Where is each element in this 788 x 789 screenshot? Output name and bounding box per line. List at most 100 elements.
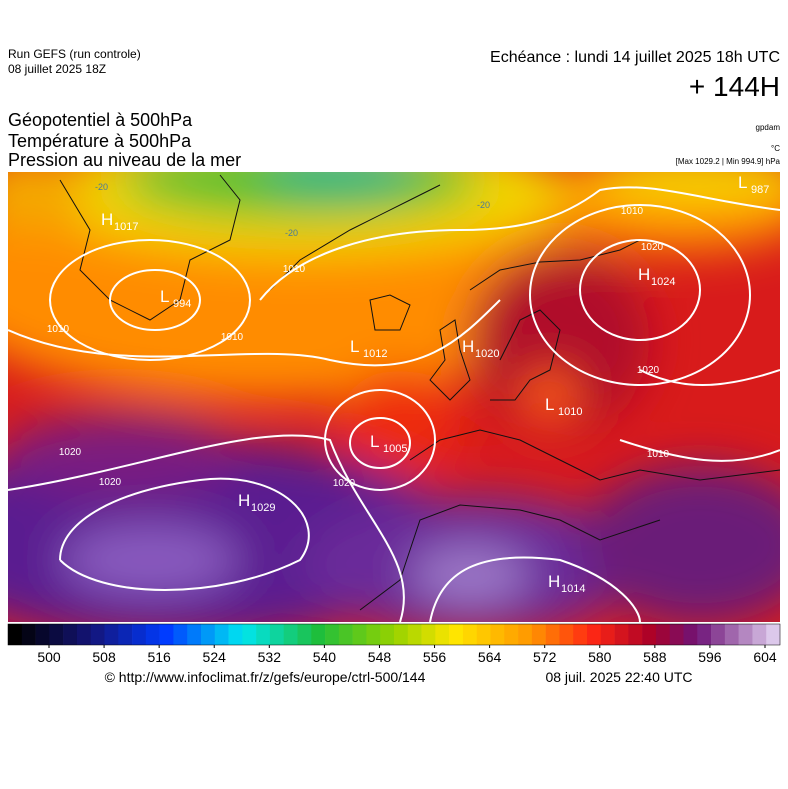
pressure-letter: H bbox=[238, 491, 250, 510]
isotherm-label: -20 bbox=[95, 182, 108, 192]
colorbar-swatch bbox=[724, 624, 739, 645]
colorbar-swatch bbox=[435, 624, 450, 645]
isobar-label: 1020 bbox=[99, 477, 122, 488]
colorbar-swatch bbox=[642, 624, 657, 645]
colorbar-swatch bbox=[559, 624, 574, 645]
colorbar-swatch bbox=[352, 624, 367, 645]
colorbar-swatch bbox=[421, 624, 436, 645]
colorbar-swatch bbox=[711, 624, 726, 645]
colorbar-swatch bbox=[63, 624, 78, 645]
colorbar-swatch bbox=[8, 624, 23, 645]
colorbar-swatch bbox=[228, 624, 243, 645]
colorbar-swatch bbox=[462, 624, 478, 645]
colorbar-swatch bbox=[407, 624, 422, 645]
colorbar-swatch bbox=[256, 624, 271, 645]
isobar-label: 1010 bbox=[647, 449, 670, 460]
colorbar-swatch bbox=[269, 624, 285, 645]
colorbar-swatch bbox=[628, 624, 643, 645]
pressure-value: 994 bbox=[173, 298, 191, 310]
colorbar-swatch bbox=[187, 624, 202, 645]
pressure-value: 987 bbox=[751, 184, 769, 196]
colorbar-label: 500 bbox=[37, 649, 61, 665]
isobar-label: 1020 bbox=[637, 365, 660, 376]
pressure-letter: H bbox=[101, 210, 113, 229]
isobar-label: 1020 bbox=[333, 478, 356, 489]
colorbar-swatch bbox=[297, 624, 312, 645]
colorbar-label: 572 bbox=[533, 649, 557, 665]
colorbar-swatch bbox=[104, 624, 119, 645]
colorbar-swatch bbox=[490, 624, 505, 645]
colorbar-label: 556 bbox=[423, 649, 447, 665]
colorbar-swatch bbox=[614, 624, 629, 645]
colorbar-label: 540 bbox=[313, 649, 337, 665]
colorbar-swatch bbox=[366, 624, 381, 645]
colorbar-swatch bbox=[90, 624, 105, 645]
pressure-value: 1020 bbox=[475, 348, 499, 360]
pressure-value: 1012 bbox=[363, 348, 387, 360]
colorbar-label: 596 bbox=[698, 649, 722, 665]
pressure-letter: L bbox=[160, 287, 169, 306]
colorbar-swatch bbox=[531, 624, 546, 645]
colorbar-swatch bbox=[283, 624, 298, 645]
pressure-value: 1029 bbox=[251, 502, 275, 514]
colorbar-swatch bbox=[504, 624, 519, 645]
colorbar-swatch bbox=[697, 624, 712, 645]
colorbar-label: 508 bbox=[92, 649, 116, 665]
pressure-value: 1017 bbox=[114, 221, 138, 233]
colorbar-label: 588 bbox=[643, 649, 667, 665]
colorbar-swatch bbox=[35, 624, 50, 645]
colorbar-swatch bbox=[600, 624, 615, 645]
colorbar-swatch bbox=[118, 624, 133, 645]
colorbar-label: 548 bbox=[368, 649, 392, 665]
colorbar-label: 516 bbox=[147, 649, 171, 665]
colorbar-label: 532 bbox=[258, 649, 282, 665]
colorbar-swatch bbox=[21, 624, 36, 645]
colorbar-label: 524 bbox=[203, 649, 227, 665]
colorbar-swatch bbox=[545, 624, 560, 645]
pressure-range: [Max 1029.2 | Min 994.9] hPa bbox=[676, 157, 781, 166]
isotherm-label: -20 bbox=[477, 200, 490, 210]
colorbar-swatch bbox=[338, 624, 353, 645]
pressure-letter: L bbox=[738, 173, 747, 192]
unit: gpdam bbox=[756, 123, 781, 132]
pressure-letter: L bbox=[350, 337, 359, 356]
colorbar-label: 564 bbox=[478, 649, 502, 665]
source-url: © http://www.infoclimat.fr/z/gefs/europe… bbox=[105, 669, 426, 685]
lead-time: + 144H bbox=[689, 71, 780, 102]
title: Température à 500hPa bbox=[8, 131, 192, 151]
colorbar-swatch bbox=[325, 624, 340, 645]
isobar-label: 1010 bbox=[283, 264, 306, 275]
colorbar-swatch bbox=[311, 624, 326, 645]
colorbar-swatch bbox=[669, 624, 684, 645]
colorbar-swatch bbox=[173, 624, 188, 645]
echeance: Echéance : lundi 14 juillet 2025 18h UTC bbox=[490, 49, 780, 66]
pressure-value: 1024 bbox=[651, 276, 675, 288]
colorbar-frame bbox=[7, 623, 781, 646]
pressure-value: 1014 bbox=[561, 583, 585, 595]
colorbar-swatch bbox=[738, 624, 753, 645]
colorbar-swatch bbox=[49, 624, 64, 645]
pressure-value: 1005 bbox=[383, 443, 407, 455]
pressure-value: 1010 bbox=[558, 406, 582, 418]
pressure-letter: H bbox=[638, 265, 650, 284]
colorbar-swatch bbox=[518, 624, 533, 645]
map bbox=[8, 172, 780, 622]
colorbar-swatch bbox=[159, 624, 174, 645]
title: Pression au niveau de la mer bbox=[8, 150, 241, 170]
isobar-label: 1010 bbox=[621, 206, 644, 217]
pressure-letter: H bbox=[548, 572, 560, 591]
unit: °C bbox=[771, 144, 780, 153]
colorbar-swatch bbox=[587, 624, 602, 645]
run-date: 08 juillet 2025 18Z bbox=[8, 62, 106, 76]
colorbar-swatch bbox=[201, 624, 216, 645]
colorbar-label: 580 bbox=[588, 649, 612, 665]
run: Run GEFS (run controle) bbox=[8, 47, 141, 61]
colorbar-swatch bbox=[242, 624, 257, 645]
colorbar-swatch bbox=[394, 624, 409, 645]
colorbar-swatch bbox=[214, 624, 229, 645]
isobar-label: 1020 bbox=[59, 447, 82, 458]
colorbar-swatch bbox=[449, 624, 464, 645]
isobar-label: 1010 bbox=[47, 324, 70, 335]
isotherm-label: -20 bbox=[285, 228, 298, 238]
